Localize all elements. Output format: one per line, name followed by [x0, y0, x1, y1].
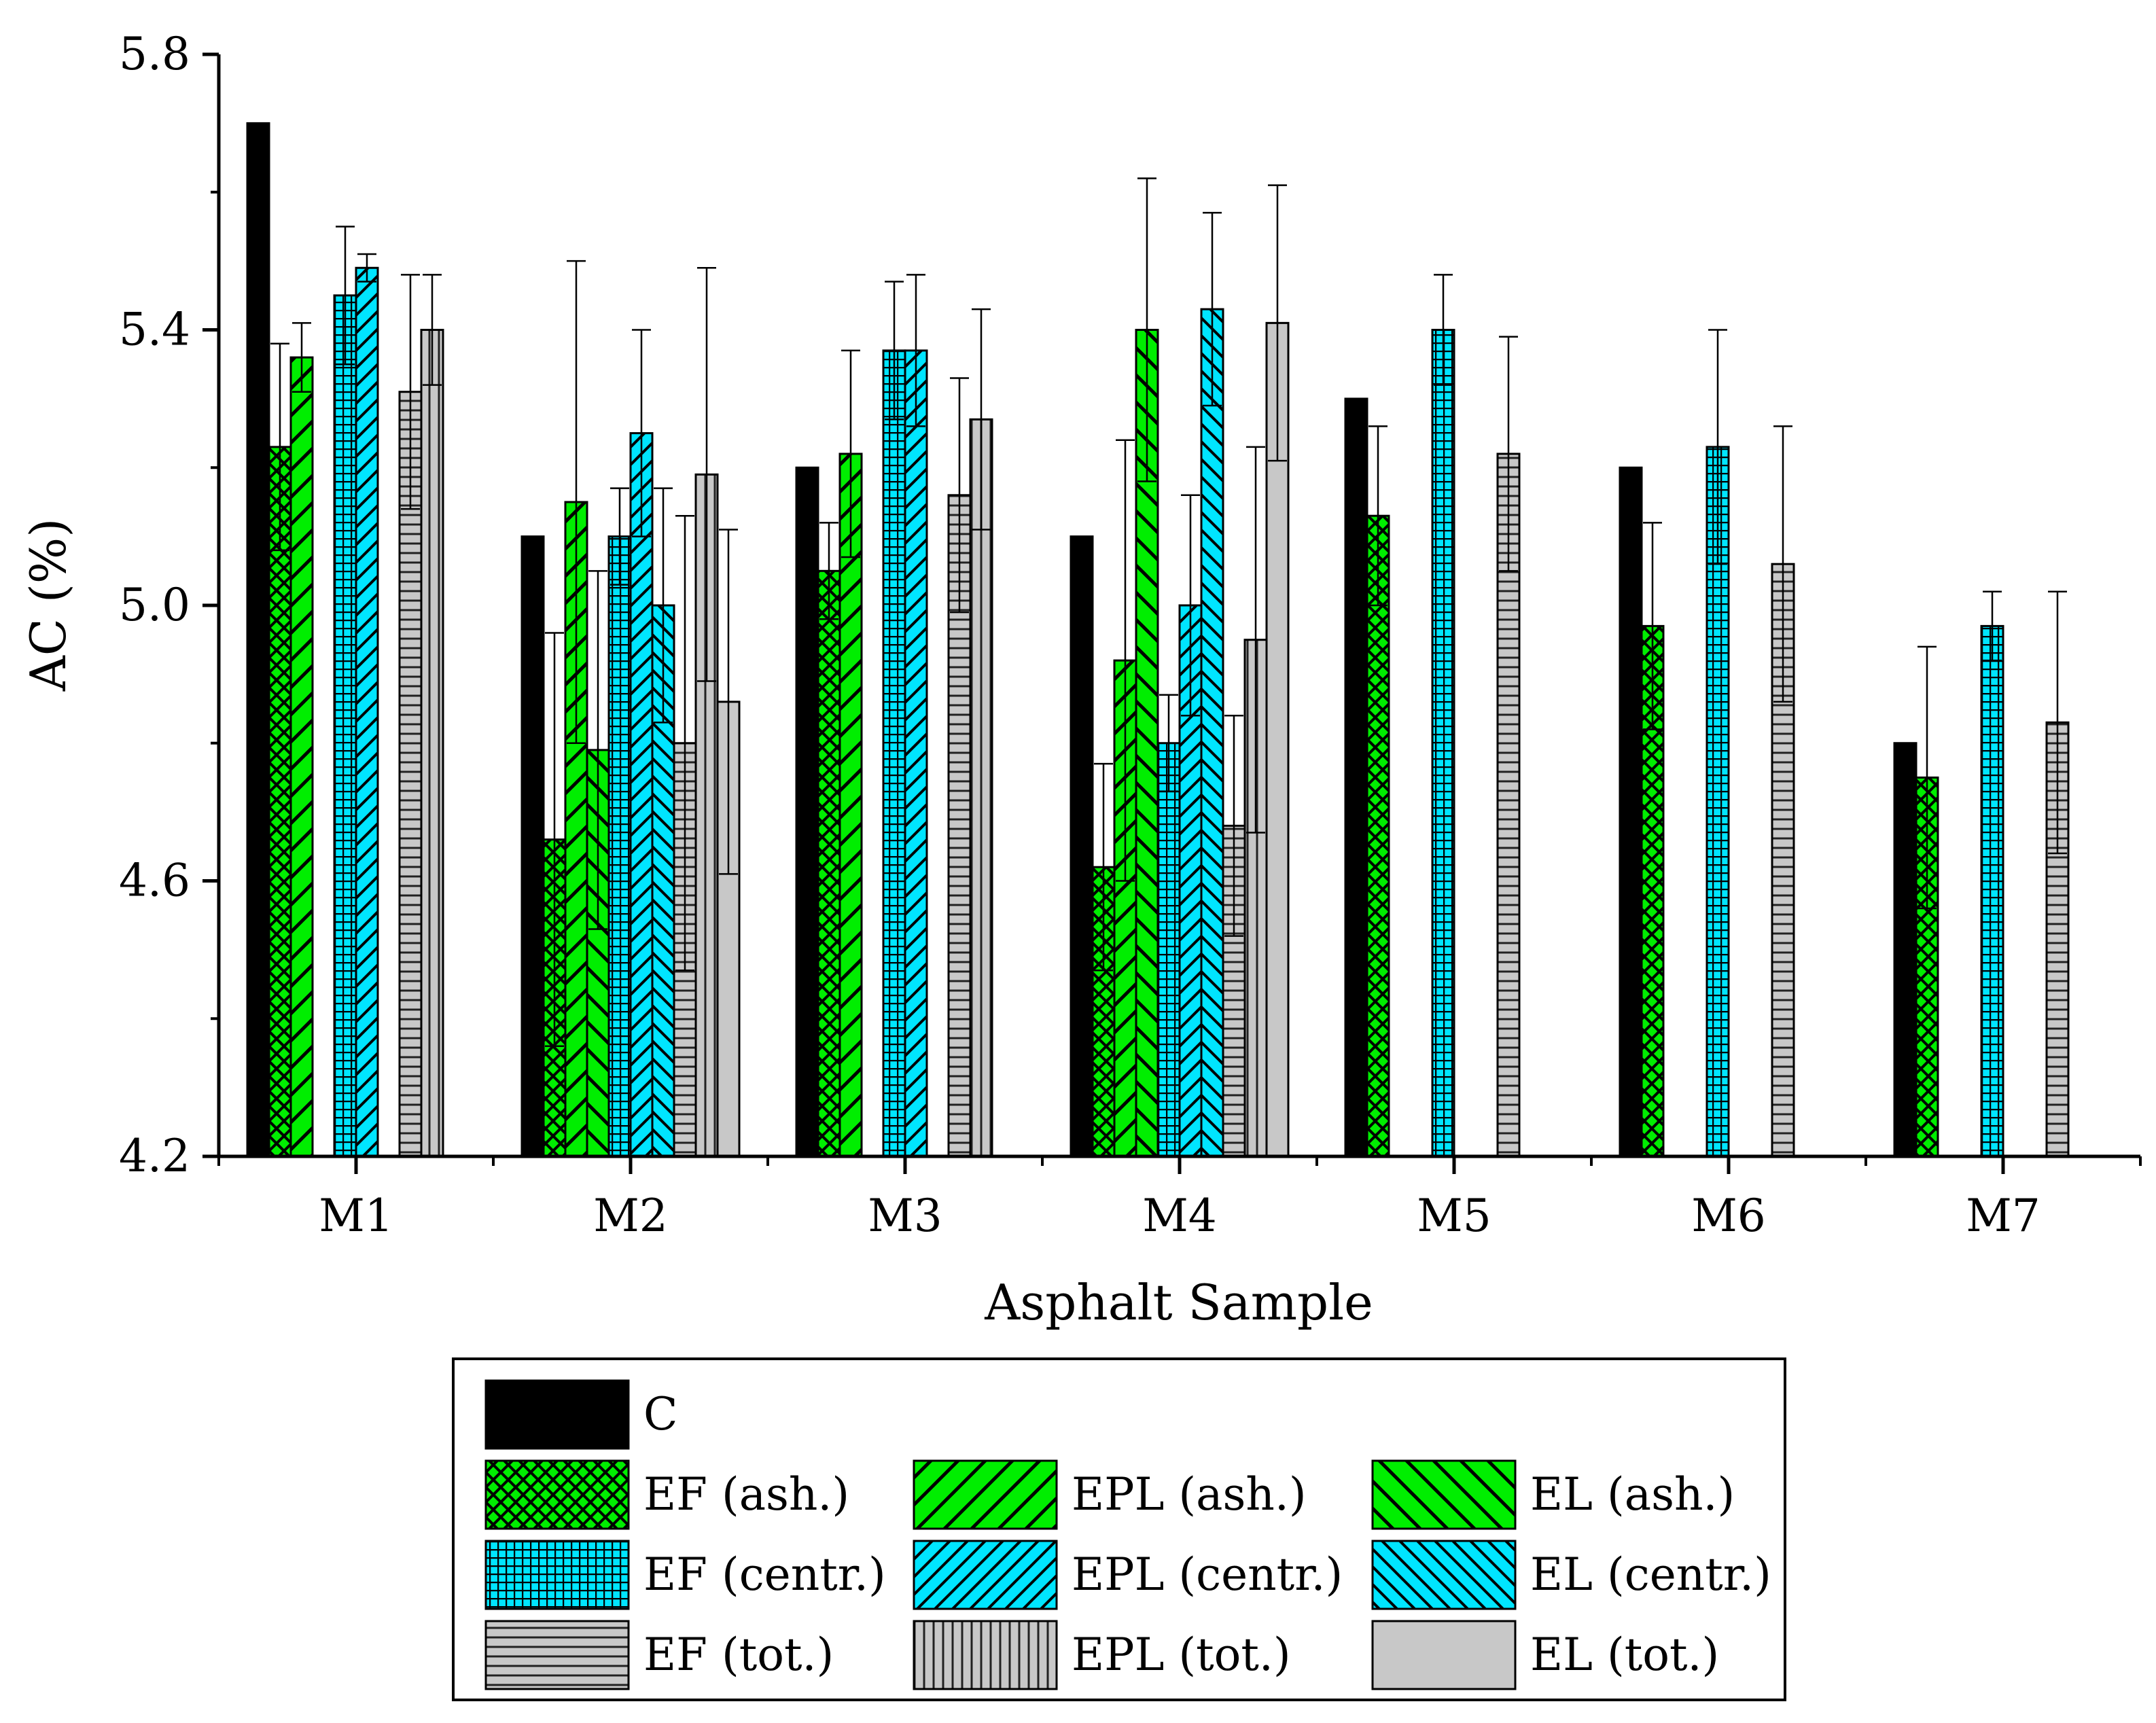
legend-swatch-el-centr [1371, 1540, 1517, 1610]
legend-swatch-ef-tot [484, 1620, 630, 1690]
bar-c-m1 [246, 122, 270, 1158]
bar-epl-centr-m3 [904, 349, 928, 1158]
x-tick-label: M4 [1142, 1190, 1217, 1242]
bar-ef-centr-m1 [333, 294, 357, 1158]
y-tick-label: 5.8 [119, 28, 190, 80]
bar-c-m5 [1344, 397, 1368, 1158]
bar-ef-ash-m3 [817, 569, 841, 1158]
bar-epl-centr-m2 [629, 432, 654, 1158]
bar-c-m3 [795, 466, 819, 1158]
legend-label-el-centr: EL (centr.) [1530, 1548, 1771, 1601]
legend-swatch-el-tot [1371, 1620, 1517, 1690]
y-ticks: 4.2 4.6 5.0 5.4 5.8 [119, 28, 219, 1182]
legend-label-ef-ash: EF (ash.) [643, 1468, 849, 1521]
y-tick-label: 4.2 [119, 1130, 190, 1182]
bar-epl-tot-m1 [420, 329, 444, 1158]
x-ticks: M1 M2 M3 M4 M5 M6 M7 [217, 1156, 2142, 1242]
legend: C EF (ash.) EPL (ash.) EL (ash.) EF (centr.)… [452, 1357, 1786, 1701]
bar-el-centr-m4 [1200, 308, 1224, 1158]
legend-label-ef-tot: EF (tot.) [643, 1629, 834, 1681]
bar-epl-centr-m1 [355, 266, 379, 1158]
x-tick-label: M3 [868, 1190, 942, 1242]
y-tick-label: 5.0 [119, 579, 190, 631]
legend-swatch-c [484, 1379, 630, 1450]
legend-swatch-epl-ash [913, 1459, 1058, 1530]
legend-frame [452, 1357, 1786, 1701]
bar-c-m4 [1070, 535, 1094, 1158]
bar-c-m7 [1893, 742, 1918, 1158]
legend-label-epl-ash: EPL (ash.) [1072, 1468, 1307, 1521]
bar-ef-centr-m3 [882, 349, 906, 1158]
y-axis-title: AC (%) [20, 518, 77, 692]
bar-ef-ash-m5 [1366, 514, 1390, 1158]
bar-ef-tot-m6 [1771, 563, 1795, 1158]
bar-group [246, 122, 2070, 1158]
legend-swatch-el-ash [1371, 1459, 1517, 1530]
y-tick-label: 4.6 [119, 855, 190, 907]
bar-epl-tot-m3 [969, 418, 993, 1158]
legend-label-el-tot: EL (tot.) [1530, 1629, 1719, 1681]
bar-ef-centr-m7 [1980, 624, 2004, 1158]
error-bar-group [270, 177, 2067, 1048]
bar-ef-centr-m5 [1431, 329, 1455, 1158]
legend-label-c: C [643, 1388, 678, 1440]
bar-ef-ash-m7 [1915, 776, 1939, 1158]
legend-swatch-epl-centr [913, 1540, 1058, 1610]
bar-ef-centr-m2 [607, 535, 632, 1158]
y-tick-label: 5.4 [119, 304, 190, 356]
x-tick-label: M7 [1966, 1190, 2040, 1242]
legend-label-epl-tot: EPL (tot.) [1072, 1629, 1291, 1681]
legend-swatch-ef-centr [484, 1540, 630, 1610]
legend-swatch-epl-tot [913, 1620, 1058, 1690]
bar-ef-centr-m4 [1156, 742, 1181, 1158]
x-tick-label: M2 [593, 1190, 668, 1242]
bar-epl-ash-m3 [838, 452, 863, 1158]
legend-label-el-ash: EL (ash.) [1530, 1468, 1735, 1521]
bar-epl-ash-m1 [289, 356, 314, 1158]
x-tick-label: M6 [1691, 1190, 1766, 1242]
x-tick-label: M5 [1417, 1190, 1491, 1242]
bar-c-m6 [1619, 466, 1643, 1158]
legend-label-ef-centr: EF (centr.) [643, 1548, 886, 1601]
bar-ef-tot-m1 [398, 391, 423, 1158]
bar-c-m2 [520, 535, 545, 1158]
legend-swatch-ef-ash [484, 1459, 630, 1530]
x-tick-label: M1 [319, 1190, 393, 1242]
legend-label-epl-centr: EPL (centr.) [1072, 1548, 1343, 1601]
bar-ef-ash-m1 [268, 446, 292, 1158]
x-axis-title: Asphalt Sample [984, 1274, 1373, 1331]
